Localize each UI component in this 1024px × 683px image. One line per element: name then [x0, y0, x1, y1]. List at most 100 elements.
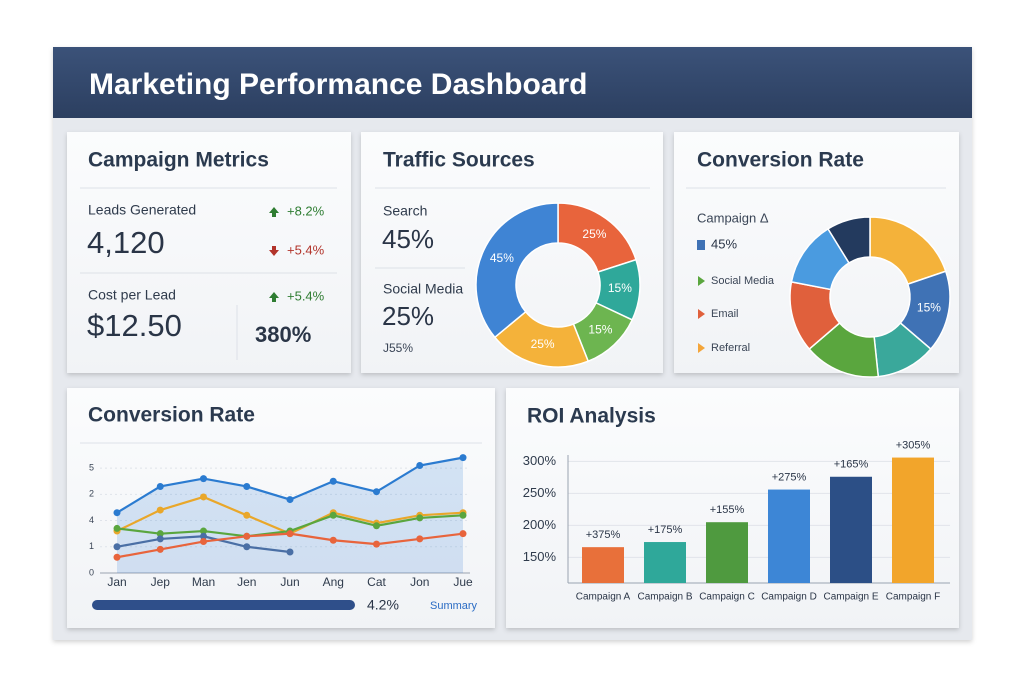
- legend-marker: [698, 343, 705, 353]
- x-tick-label: Ang: [323, 575, 344, 589]
- x-tick-label: Campaign A: [576, 592, 631, 603]
- data-label: 25%: [531, 337, 555, 351]
- legend-item: Social Media: [711, 275, 775, 287]
- point: [113, 509, 121, 517]
- y-tick-label: 150%: [523, 549, 557, 564]
- header-title: Marketing Performance Dashboard: [89, 68, 587, 101]
- point: [373, 488, 380, 496]
- source-label: Social Media: [383, 281, 463, 297]
- point: [286, 548, 294, 556]
- point: [200, 538, 207, 546]
- metric-label: Leads Generated: [88, 202, 196, 218]
- down-arrow: [269, 246, 279, 256]
- bar: [830, 476, 872, 583]
- x-tick-label: Campaign F: [886, 592, 940, 603]
- panel: [67, 132, 351, 373]
- point: [156, 482, 164, 490]
- panel-title: Conversion Rate: [697, 149, 864, 172]
- y-tick-label: 4: [89, 515, 94, 525]
- point: [113, 553, 121, 561]
- bar-annotation: +165%: [834, 459, 869, 471]
- x-tick-label: Jep: [151, 575, 171, 589]
- x-tick-label: Jon: [410, 575, 429, 589]
- point: [329, 511, 337, 519]
- x-tick-label: Man: [192, 575, 215, 589]
- y-tick-label: 1: [89, 541, 94, 551]
- point: [243, 543, 251, 551]
- up-arrow: [269, 292, 279, 302]
- point: [286, 496, 294, 504]
- y-tick-label: 2: [89, 489, 94, 499]
- x-tick-label: Jue: [453, 575, 473, 589]
- panel-title: Conversion Rate: [88, 404, 255, 427]
- data-label: 25%: [582, 227, 606, 241]
- donut-segment: [475, 202, 559, 339]
- point: [243, 532, 251, 540]
- x-tick-label: Cat: [367, 575, 386, 589]
- point: [243, 511, 251, 519]
- point: [416, 461, 424, 469]
- source-value: 25%: [382, 301, 434, 331]
- legend-marker: [698, 309, 705, 319]
- source-value: 45%: [382, 224, 434, 254]
- panel-title: ROI Analysis: [527, 405, 656, 428]
- legend-item: Referral: [711, 342, 750, 354]
- point: [156, 530, 164, 538]
- metric-value: 4,120: [87, 225, 165, 260]
- point: [200, 532, 207, 540]
- x-tick-label: Campaign B: [637, 592, 692, 603]
- source-label: Search: [383, 203, 427, 219]
- y-tick-label: 0: [89, 567, 94, 577]
- point: [286, 530, 294, 538]
- bar: [706, 522, 748, 583]
- x-tick-label: Campaign E: [823, 592, 878, 603]
- metric-label: Cost per Lead: [88, 287, 176, 303]
- bar-annotation: +155%: [710, 504, 745, 516]
- metric-change: +8.2%: [287, 203, 325, 218]
- bar-annotation: +275%: [772, 471, 807, 483]
- point: [200, 475, 207, 483]
- metric-value: $12.50: [87, 308, 182, 343]
- point: [156, 506, 164, 514]
- legend-item: 45%: [711, 236, 737, 251]
- point: [329, 477, 337, 485]
- metric-change: +5.4%: [287, 288, 325, 303]
- summary-link[interactable]: Summary: [430, 600, 478, 612]
- x-tick-label: Campaign C: [699, 592, 755, 603]
- point: [243, 482, 251, 490]
- bar-annotation: +175%: [648, 524, 683, 536]
- header-bar: [53, 47, 972, 118]
- bar-annotation: +305%: [896, 439, 931, 451]
- y-tick-label: 200%: [523, 517, 557, 532]
- x-tick-label: Jun: [280, 575, 299, 589]
- point: [459, 454, 467, 462]
- point: [113, 543, 121, 551]
- x-tick-label: Campaign D: [761, 592, 817, 603]
- legend-item: Email: [711, 308, 739, 320]
- point: [156, 545, 164, 553]
- up-arrow: [269, 207, 279, 217]
- panel: [67, 388, 495, 628]
- data-label: 15%: [588, 322, 612, 336]
- bar: [644, 542, 686, 583]
- data-label: 15%: [608, 281, 632, 295]
- panel: [506, 388, 959, 628]
- y-tick-label: 300%: [523, 453, 557, 468]
- point: [200, 527, 207, 535]
- point: [156, 535, 164, 543]
- point: [416, 514, 424, 522]
- point: [200, 493, 207, 501]
- y-tick-label: 250%: [523, 485, 557, 500]
- point: [329, 536, 337, 544]
- y-tick-label: 5: [89, 462, 94, 472]
- x-tick-label: Jan: [107, 575, 126, 589]
- progress-label: 4.2%: [367, 597, 399, 613]
- bar: [768, 489, 810, 583]
- metric-change: +5.4%: [287, 242, 325, 257]
- metric-value: 380%: [255, 322, 311, 347]
- bar-annotation: +375%: [586, 529, 621, 541]
- panel-title: Campaign Metrics: [88, 149, 269, 172]
- data-label: 15%: [917, 300, 941, 314]
- point: [459, 511, 467, 519]
